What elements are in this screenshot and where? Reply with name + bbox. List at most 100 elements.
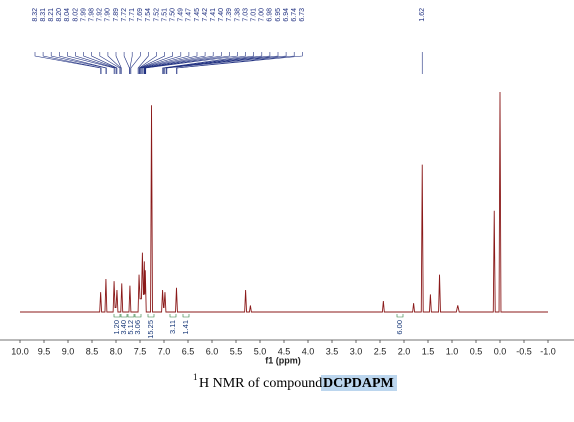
peak-connector	[176, 52, 295, 74]
integration-label: 5.12	[126, 320, 135, 335]
peak-connector	[107, 52, 122, 74]
peak-connector	[138, 52, 157, 74]
peak-connector	[176, 52, 303, 74]
integral-bracket	[169, 314, 177, 318]
peak-connector	[163, 52, 254, 74]
peak-label: 7.72	[121, 8, 128, 22]
peak-label: 7.03	[242, 8, 249, 22]
peak-connector	[137, 52, 149, 74]
x-tick-label: 5.5	[230, 346, 243, 356]
x-tick-label: 4.0	[302, 346, 315, 356]
peak-label: 6.95	[275, 8, 282, 22]
peak-connector	[75, 52, 116, 74]
x-tick-label: 7.0	[158, 346, 171, 356]
peak-connector	[163, 52, 263, 74]
peak-label: 7.42	[202, 8, 209, 22]
integration-label: 3.11	[168, 320, 177, 334]
peak-connector	[143, 52, 206, 74]
peak-label: 8.32	[32, 8, 39, 22]
x-tick-label: 6.5	[182, 346, 195, 356]
peak-connector	[139, 52, 165, 74]
peak-connector	[99, 52, 121, 74]
peak-label: 6.98	[267, 8, 274, 22]
peak-connector	[164, 52, 271, 74]
peak-connector	[139, 52, 173, 74]
peak-label: 8.31	[40, 8, 47, 22]
peak-label: 8.20	[56, 8, 63, 22]
integration-label: 15.25	[146, 320, 155, 339]
peak-label: 7.92	[97, 8, 104, 22]
x-tick-label: 7.5	[134, 346, 147, 356]
peak-connector	[162, 52, 246, 74]
integral-bracket	[120, 314, 128, 318]
x-tick-label: 0.5	[470, 346, 483, 356]
x-tick-label: 8.0	[110, 346, 123, 356]
peak-connector	[115, 52, 122, 74]
x-tick-label: 1.5	[422, 346, 435, 356]
peak-connector	[144, 52, 230, 74]
peak-label: 7.41	[210, 8, 217, 22]
caption: 1 H NMR of compound DCPDAPM	[193, 372, 397, 391]
integral-bracket	[134, 314, 142, 318]
integration-label: 3.06	[133, 320, 142, 335]
peak-label: 8.02	[72, 8, 79, 22]
peak-label: 1.62	[419, 8, 426, 22]
peak-label: 7.01	[251, 8, 258, 22]
x-tick-label: 5.0	[254, 346, 267, 356]
peak-label: 7.52	[153, 8, 160, 22]
x-tick-label: -1.0	[540, 346, 556, 356]
integral-bracket	[147, 314, 155, 318]
x-tick-label: 2.0	[398, 346, 411, 356]
x-tick-label: 9.5	[38, 346, 51, 356]
x-tick-label: -0.5	[516, 346, 532, 356]
x-axis-label: f1 (ppm)	[265, 355, 301, 365]
peak-connector	[144, 52, 214, 74]
caption-text: H NMR of compound	[199, 376, 322, 391]
caption-compound: DCPDAPM	[323, 376, 394, 391]
x-tick-label: 10.0	[11, 346, 29, 356]
peak-label: 7.98	[89, 8, 96, 22]
peak-label: 7.54	[145, 8, 152, 22]
peak-connector	[144, 52, 222, 74]
peak-label: 8.04	[64, 8, 71, 22]
peak-label: 7.90	[105, 8, 112, 22]
x-tick-label: 0.0	[494, 346, 507, 356]
peak-connector	[166, 52, 287, 74]
peak-label: 7.49	[178, 8, 185, 22]
peak-connector	[145, 52, 238, 74]
peak-connector	[42, 52, 102, 74]
peak-connector	[166, 52, 279, 74]
x-tick-label: 3.0	[350, 346, 363, 356]
x-tick-label: 3.5	[326, 346, 339, 356]
peak-label: 7.89	[113, 8, 120, 22]
caption-highlight-bg	[321, 375, 397, 391]
integration-label: 1.41	[181, 320, 190, 335]
peak-connector	[142, 52, 198, 74]
x-tick-label: 4.5	[278, 346, 291, 356]
peak-connector	[34, 52, 101, 74]
peak-connector	[129, 52, 133, 74]
x-tick-label: 8.5	[86, 346, 99, 356]
spectrum	[20, 91, 548, 313]
integral-bracket	[182, 314, 190, 318]
integral-bracket	[396, 314, 404, 318]
peak-connector	[67, 52, 115, 74]
peak-connector	[130, 52, 141, 74]
peak-label: 7.39	[226, 8, 233, 22]
peak-label: 7.40	[218, 8, 225, 22]
peak-label: 7.00	[259, 8, 266, 22]
x-tick-label: 2.5	[374, 346, 387, 356]
integral-bracket	[127, 314, 135, 318]
peak-label: 7.50	[170, 8, 177, 22]
peak-label: 7.38	[234, 8, 241, 22]
peak-label: 7.69	[137, 8, 144, 22]
peak-connector	[59, 52, 107, 74]
integration-label: 6.00	[395, 320, 404, 335]
peak-connector	[91, 52, 118, 74]
caption-superscript: 1	[193, 372, 198, 382]
integration-label: 1.20	[112, 320, 121, 335]
peak-label: 6.74	[291, 8, 298, 22]
peak-label: 7.45	[194, 8, 201, 22]
peak-connector	[50, 52, 107, 74]
